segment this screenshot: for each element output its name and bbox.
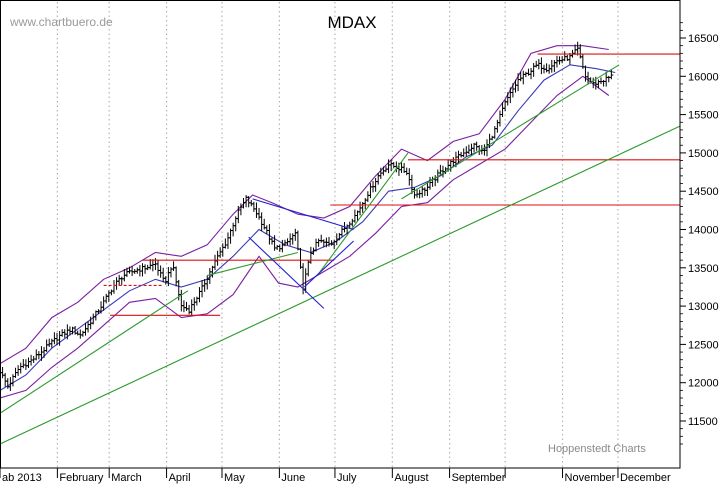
x-tick-label: April	[169, 472, 191, 484]
plot-frame	[0, 0, 681, 469]
y-tick-label: 13000	[688, 301, 719, 313]
x-tick-label: September	[452, 472, 506, 484]
y-tick-label: 11500	[688, 416, 718, 428]
x-tick-label: December	[620, 472, 671, 484]
y-tick-label: 16500	[688, 33, 719, 45]
trendline	[0, 290, 189, 414]
credit-text: Hoppenstedt Charts	[548, 443, 646, 455]
trendline	[207, 251, 299, 276]
y-tick-label: 12000	[688, 378, 719, 390]
x-tick-label: May	[224, 472, 245, 484]
trendline	[252, 198, 354, 231]
trendline	[401, 64, 620, 200]
grid-layer	[56, 2, 619, 468]
indicator-layer	[0, 45, 616, 399]
y-tick-label: 15500	[688, 110, 719, 122]
moving-average-line	[0, 64, 616, 391]
x-tick-label: March	[111, 472, 142, 484]
y-tick-label: 16000	[688, 71, 719, 83]
trendlines-layer	[0, 53, 681, 445]
bollinger-lower-band	[0, 75, 610, 399]
x-tick-label: July	[337, 472, 357, 484]
x-tick-label: February	[59, 472, 104, 484]
trendline	[0, 125, 681, 445]
trendline	[316, 152, 409, 276]
y-tick-label: 14000	[688, 225, 719, 237]
trendline	[248, 236, 325, 309]
y-tick-label: 14500	[688, 186, 719, 198]
x-tick-label: August	[394, 472, 428, 484]
chart-title: MDAX	[327, 13, 376, 32]
x-tick-label: ab 2013	[2, 472, 42, 484]
y-tick-label: 13500	[688, 263, 719, 275]
trendline	[304, 240, 354, 288]
watermark-text: www.chartbuero.de	[9, 15, 113, 29]
bollinger-upper-band	[0, 45, 609, 365]
price-bars	[0, 41, 614, 391]
y-tick-label: 15000	[688, 148, 719, 160]
x-tick-label: June	[281, 472, 305, 484]
y-tick-label: 12500	[688, 339, 719, 351]
x-tick-label: November	[565, 472, 616, 484]
